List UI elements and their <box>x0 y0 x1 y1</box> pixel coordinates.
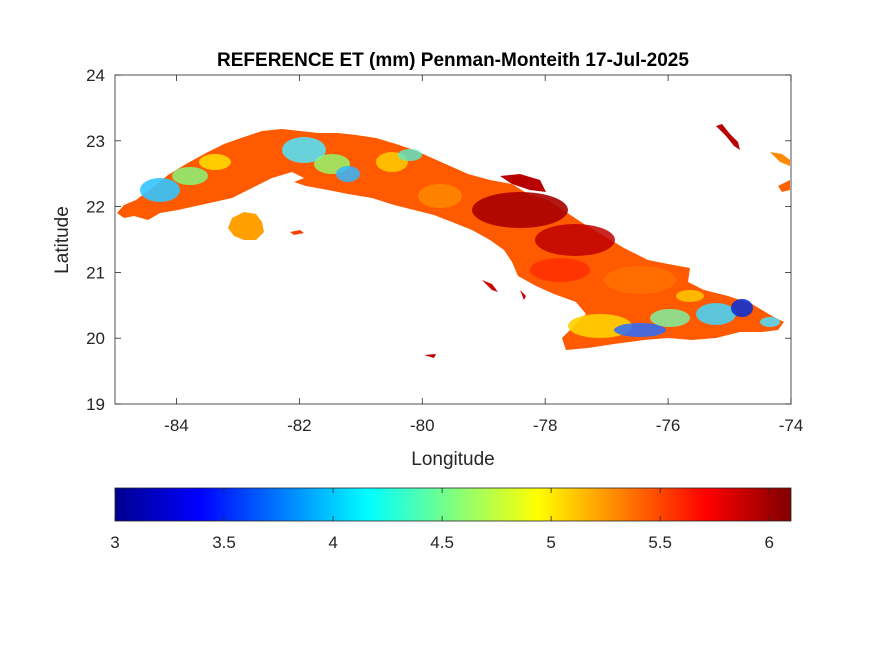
east-islet-3 <box>778 180 790 192</box>
patch-west-yellow <box>199 154 231 170</box>
colorbar-tick-label: 5.5 <box>648 533 672 552</box>
y-axis: 19 20 21 22 23 24 <box>86 66 791 414</box>
colorbar-tick-label: 4.5 <box>430 533 454 552</box>
x-axis: -84 -82 -80 -78 -76 -74 <box>164 75 803 435</box>
y-tick-label: 22 <box>86 198 105 217</box>
colorbar-tick-label: 4 <box>328 533 337 552</box>
map-title: REFERENCE ET (mm) Penman-Monteith 17-Jul… <box>217 50 689 71</box>
isla-juventud <box>228 212 264 240</box>
y-axis-label: Latitude <box>52 206 73 274</box>
patch-camaguey-south <box>530 258 590 282</box>
y-tick-label: 21 <box>86 263 105 282</box>
colorbar-ticks: 3 3.5 4 4.5 5 5.5 6 <box>110 488 774 552</box>
patch-west-green <box>172 167 208 185</box>
patch-far-west <box>140 178 180 202</box>
south-cay-1 <box>424 354 436 358</box>
south-cay-3 <box>520 290 526 300</box>
patch-villaclara-cyan <box>398 149 422 161</box>
colorbar-tick-label: 3.5 <box>212 533 236 552</box>
patch-guantanamo-blue <box>731 299 753 317</box>
north-cays <box>500 174 546 192</box>
colorbar-tick-label: 3 <box>110 533 119 552</box>
et-value-patches <box>140 137 780 338</box>
x-tick-label: -76 <box>656 416 681 435</box>
x-tick-label: -80 <box>410 416 435 435</box>
patch-tunas-orange <box>604 266 676 294</box>
cuba-main-island <box>117 129 784 350</box>
et-heatmap <box>117 124 790 358</box>
y-tick-label: 19 <box>86 395 105 414</box>
patch-holguin-yellow <box>676 290 704 302</box>
south-cay-2 <box>482 280 498 292</box>
patch-camaguey-dark <box>535 224 615 256</box>
east-islet-1 <box>716 124 740 150</box>
patch-central-orange <box>418 184 462 208</box>
y-tick-label: 24 <box>86 66 105 85</box>
patch-sierra-blue <box>614 323 666 337</box>
y-tick-label: 20 <box>86 329 105 348</box>
colorbar <box>114 487 792 522</box>
patch-central-dark <box>472 192 568 228</box>
patch-matanzas-blue <box>336 166 360 182</box>
southwest-cay <box>290 230 304 235</box>
colorbar-tick-label: 5 <box>546 533 555 552</box>
y-tick-label: 23 <box>86 132 105 151</box>
x-tick-label: -78 <box>533 416 558 435</box>
x-tick-label: -82 <box>287 416 312 435</box>
x-tick-label: -74 <box>779 416 804 435</box>
patch-east-tip-cyan <box>760 317 780 327</box>
east-islet-2 <box>770 152 790 166</box>
x-axis-label: Longitude <box>411 449 494 470</box>
plot-area <box>115 75 791 404</box>
x-tick-label: -84 <box>164 416 189 435</box>
patch-sierra-green <box>650 309 690 327</box>
patch-havana-cyan <box>282 137 326 163</box>
patch-east-cyan <box>696 303 736 325</box>
colorbar-tick-label: 6 <box>764 533 773 552</box>
plot-frame <box>114 74 792 405</box>
